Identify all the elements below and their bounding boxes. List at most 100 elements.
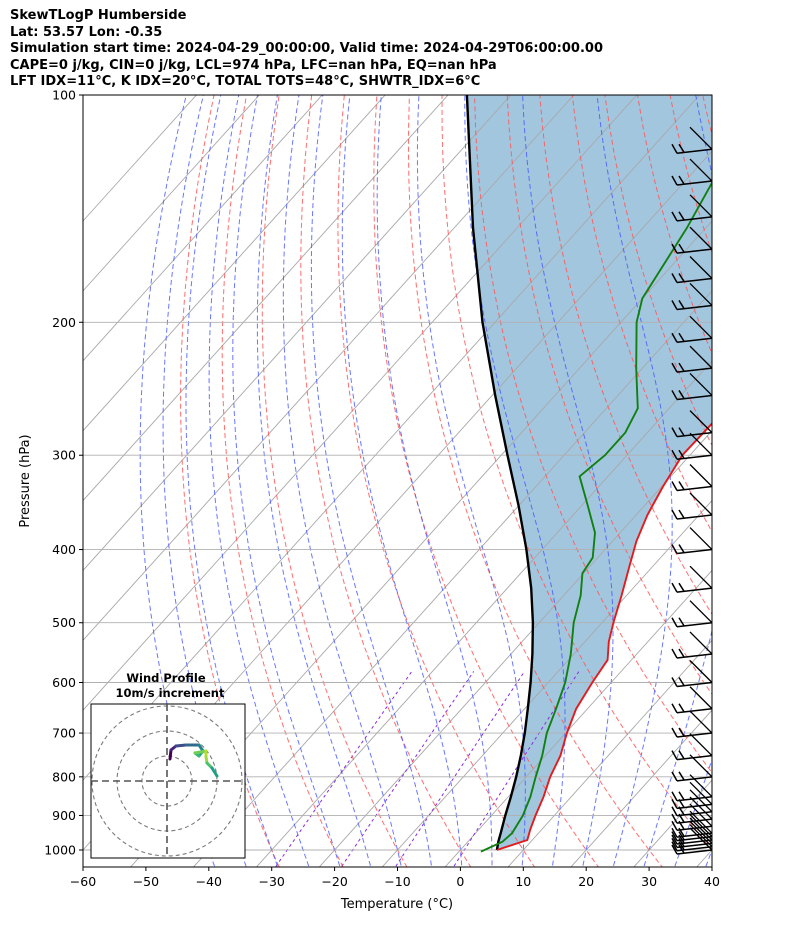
wind-barb [671, 814, 713, 842]
y-tick-label: 600 [52, 675, 76, 690]
x-tick-label: 20 [578, 874, 594, 889]
isotherm-line [83, 95, 638, 711]
moist-adiabat [282, 95, 402, 867]
wind-barb [671, 710, 713, 738]
wind-barb [671, 733, 713, 761]
hodograph-segment [193, 749, 208, 755]
wind-barb [671, 631, 713, 659]
wind-barb [671, 410, 713, 438]
y-tick-label: 500 [52, 615, 76, 630]
hodograph-segment [174, 743, 188, 748]
isotherm-line [83, 95, 323, 362]
x-tick-label: −20 [321, 874, 347, 889]
title-indices-1: CAPE=0 j/kg, CIN=0 j/kg, LCL=974 hPa, LF… [10, 57, 497, 73]
isotherm-line [507, 639, 712, 867]
wind-barb [671, 565, 713, 593]
wind-barb [671, 432, 713, 460]
inset-title: Wind Profile [126, 671, 206, 685]
wind-barb [671, 464, 713, 492]
parcel-profile-line [465, 95, 535, 851]
x-tick-label: −60 [70, 874, 96, 889]
wind-barb [671, 686, 713, 714]
moist-adiabat [310, 95, 433, 867]
dry-adiabat [180, 95, 280, 867]
isotherm-line [192, 290, 712, 867]
wind-barb [671, 226, 713, 254]
hodograph-segment [168, 748, 173, 761]
isotherm-line [83, 95, 449, 502]
x-tick-label: −50 [133, 874, 159, 889]
dry-adiabat [791, 61, 794, 882]
isotherm-line [444, 569, 712, 867]
dry-adiabat [337, 95, 536, 867]
y-tick-label: 400 [52, 542, 76, 557]
isotherm-line [83, 95, 198, 222]
isotherm-line [255, 360, 712, 867]
wind-barb [671, 315, 713, 344]
wind-barb [671, 256, 713, 284]
title-indices-2: LFT IDX=11°C, K IDX=20°C, TOTAL TOTS=48°… [10, 74, 481, 89]
isotherm-line [570, 709, 712, 867]
inset-subtitle: 10m/s increment [116, 686, 225, 700]
y-tick-label: 700 [52, 726, 76, 741]
y-tick-label: 900 [52, 808, 76, 823]
isotherm-line [318, 429, 712, 867]
y-tick-label: 100 [52, 88, 76, 103]
moist-adiabat [256, 95, 372, 867]
x-tick-label: 0 [456, 874, 464, 889]
dry-adiabat [727, 61, 794, 882]
dry-adiabat [407, 95, 663, 867]
dry-adiabat [571, 95, 712, 533]
dry-adiabat [221, 95, 344, 867]
dry-adiabat [373, 95, 600, 867]
x-tick-label: −40 [196, 874, 222, 889]
moist-adiabat [731, 95, 794, 881]
dry-adiabat [474, 95, 712, 774]
moist-adiabat [643, 95, 712, 867]
wind-barb [671, 282, 713, 311]
wind-barb [671, 492, 713, 520]
mixing-ratio-line [452, 671, 580, 867]
moist-adiabat [341, 95, 463, 867]
y-axis-label: Pressure (hPa) [18, 434, 33, 527]
wind-barb [671, 527, 713, 555]
title-times: Simulation start time: 2024-04-29_00:00:… [10, 41, 603, 56]
title-location: Lat: 53.57 Lon: -0.35 [10, 24, 163, 40]
y-tick-label: 200 [52, 315, 76, 330]
dewpoint-line [480, 180, 712, 853]
isotherm-line [381, 499, 712, 867]
isotherm-line [83, 95, 512, 572]
parcel-area-fill [466, 95, 712, 850]
title-station: SkewTLogP Humberside [10, 8, 187, 23]
wind-barb [671, 810, 713, 838]
dry-adiabat [300, 95, 472, 867]
wind-barb [671, 600, 713, 628]
mixing-ratio-line [340, 671, 475, 867]
mixing-ratio-line [394, 671, 525, 867]
isotherm-line [83, 95, 260, 292]
dry-adiabat [539, 95, 712, 616]
wind-barb [671, 158, 713, 186]
moist-adiabat [464, 95, 566, 867]
x-tick-label: −30 [259, 874, 285, 889]
isotherm-line [83, 95, 575, 642]
x-axis-label: Temperature (°C) [340, 897, 453, 912]
wind-barb [671, 345, 713, 373]
temperature-line [496, 422, 712, 851]
moist-adiabat [232, 95, 341, 867]
y-tick-label: 300 [52, 448, 76, 463]
x-tick-label: 30 [641, 874, 657, 889]
moist-adiabat [705, 848, 712, 867]
moist-adiabat [416, 95, 526, 867]
isotherm-line [83, 95, 386, 432]
mixing-ratio-line [274, 671, 413, 867]
x-tick-label: −10 [384, 874, 410, 889]
title-block: SkewTLogP Humberside Lat: 53.57 Lon: -0.… [10, 8, 603, 91]
y-tick-label: 800 [52, 769, 76, 784]
wind-barb [671, 660, 713, 688]
wind-barb [671, 372, 713, 401]
x-tick-label: 10 [515, 874, 531, 889]
y-tick-label: 1000 [44, 843, 76, 858]
x-tick-label: 40 [704, 874, 720, 889]
